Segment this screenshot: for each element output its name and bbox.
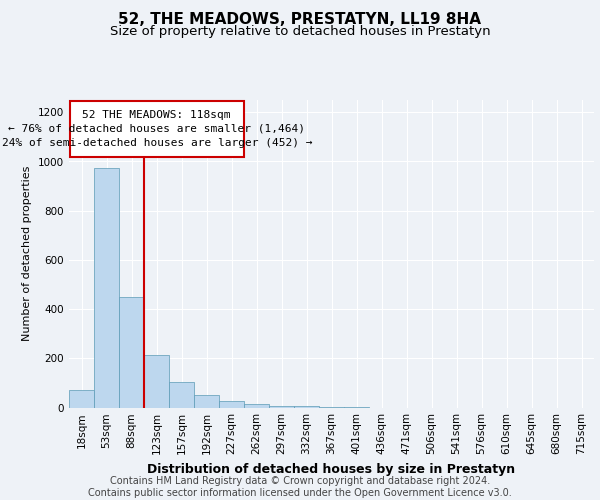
Text: Size of property relative to detached houses in Prestatyn: Size of property relative to detached ho… (110, 24, 490, 38)
Bar (294, 406, 319, 408)
Bar (219, 402, 244, 407)
Text: Contains HM Land Registry data © Crown copyright and database right 2024.
Contai: Contains HM Land Registry data © Crown c… (88, 476, 512, 498)
Bar (269, 406, 294, 407)
Bar (94, 168, 119, 408)
Bar (194, 395, 219, 407)
X-axis label: Distribution of detached houses by size in Prestatyn: Distribution of detached houses by size … (148, 463, 515, 476)
Text: 52, THE MEADOWS, PRESTATYN, LL19 8HA: 52, THE MEADOWS, PRESTATYN, LL19 8HA (119, 12, 482, 28)
Bar (169, 382, 194, 407)
FancyBboxPatch shape (70, 100, 244, 157)
Bar (244, 404, 269, 407)
Bar (144, 354, 169, 408)
Y-axis label: Number of detached properties: Number of detached properties (22, 166, 32, 342)
Bar (119, 297, 144, 408)
Bar (69, 390, 94, 407)
Text: 52 THE MEADOWS: 118sqm
← 76% of detached houses are smaller (1,464)
24% of semi-: 52 THE MEADOWS: 118sqm ← 76% of detached… (1, 110, 312, 148)
